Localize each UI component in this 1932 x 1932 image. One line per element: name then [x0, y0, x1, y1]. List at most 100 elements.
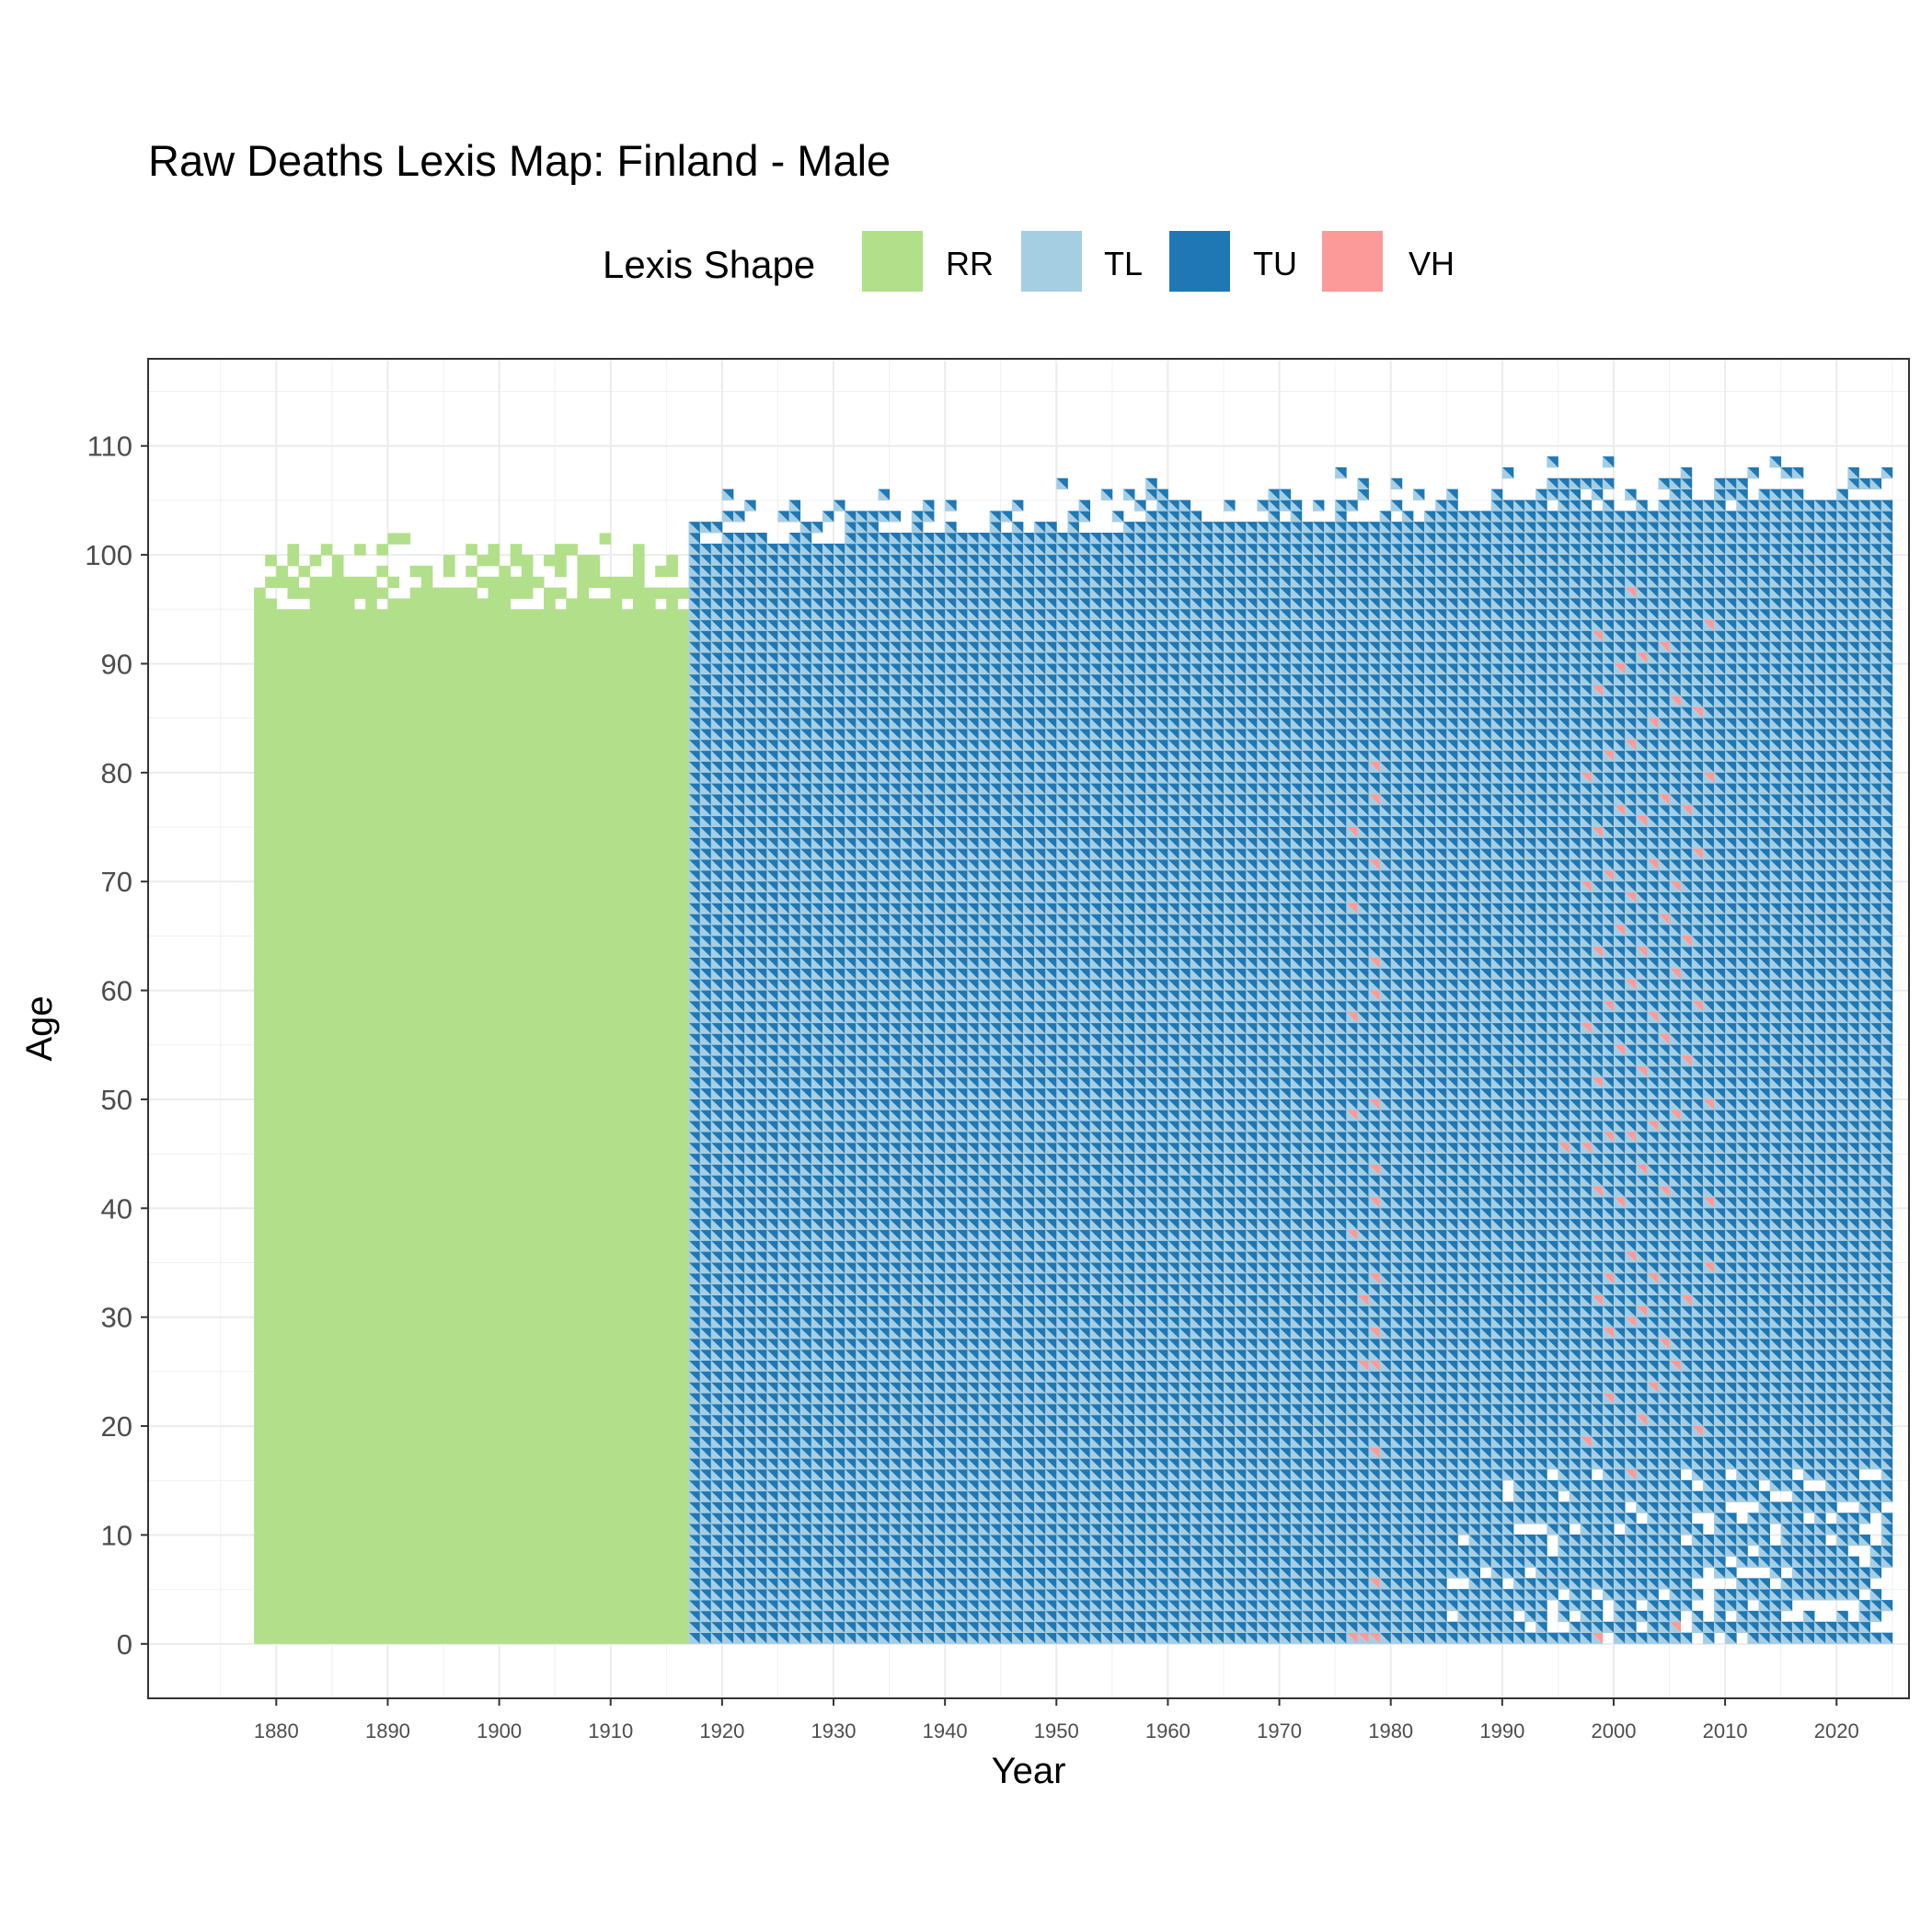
tl-cell	[710, 1567, 723, 1579]
tl-cell	[710, 880, 723, 893]
tl-cell	[710, 1164, 723, 1176]
tl-cell	[688, 673, 701, 686]
tu-cell	[721, 1022, 734, 1034]
tl-cell	[710, 1501, 723, 1513]
tl-cell	[721, 957, 734, 969]
rr-cell	[342, 587, 355, 599]
tl-cell	[721, 1240, 734, 1252]
tl-cell	[710, 903, 723, 914]
tu-cell	[710, 1501, 723, 1513]
tu-cell	[699, 935, 712, 948]
tl-cell	[699, 1469, 712, 1481]
tl-cell	[721, 1283, 734, 1296]
rr-cell	[555, 555, 567, 567]
tl-cell	[710, 1632, 723, 1644]
tu-cell	[710, 1033, 723, 1045]
tl-cell	[721, 946, 734, 959]
tl-cell	[721, 1262, 734, 1274]
tu-cell	[699, 783, 712, 795]
tl-cell	[721, 990, 734, 1002]
tl-cell	[710, 543, 723, 556]
rr-cell	[420, 598, 433, 610]
tu-cell	[721, 1044, 734, 1056]
tu-cell	[688, 1001, 701, 1013]
tu-cell	[721, 1338, 734, 1351]
tu-cell	[710, 1436, 723, 1448]
tu-cell	[710, 1610, 723, 1623]
rr-cell	[265, 555, 277, 567]
tu-cell	[721, 925, 734, 937]
tu-cell	[710, 804, 723, 817]
tl-cell	[699, 903, 712, 914]
tl-cell	[721, 1600, 734, 1612]
tl-cell	[699, 935, 712, 948]
rr-cell	[354, 587, 366, 599]
tu-cell	[710, 1132, 723, 1144]
tl-cell	[699, 1076, 712, 1089]
tl-cell	[699, 1382, 712, 1394]
tu-cell	[699, 1055, 712, 1067]
tl-cell	[710, 1545, 723, 1558]
tu-cell	[710, 1283, 723, 1296]
tu-cell	[721, 1153, 734, 1165]
rr-cell	[610, 587, 623, 599]
tl-cell	[699, 598, 712, 610]
tl-cell	[710, 630, 723, 642]
tu-cell	[721, 1164, 734, 1176]
tl-cell	[710, 608, 723, 621]
tu-cell	[710, 794, 723, 806]
tl-cell	[710, 1382, 723, 1394]
tl-cell	[710, 848, 723, 860]
tu-cell	[721, 1360, 734, 1372]
tl-cell	[699, 1066, 712, 1078]
tl-cell	[688, 1589, 701, 1601]
legend-label-tl: TL	[1104, 245, 1143, 282]
tu-cell	[721, 1512, 734, 1524]
tl-cell	[699, 1121, 712, 1133]
tl-cell	[699, 1610, 712, 1623]
rr-cell	[521, 576, 534, 589]
tl-cell	[688, 1207, 701, 1220]
rr-cell	[287, 587, 300, 599]
tl-cell	[688, 1512, 701, 1524]
tl-cell	[721, 914, 734, 926]
tl-cell	[688, 532, 701, 545]
tl-cell	[699, 957, 712, 969]
tu-cell	[688, 1175, 701, 1187]
tu-cell	[699, 1328, 712, 1340]
rr-cell	[254, 598, 266, 610]
tl-cell	[721, 1001, 734, 1013]
rr-cell	[588, 598, 601, 610]
tl-cell	[721, 968, 734, 980]
tu-cell	[710, 1414, 723, 1427]
tu-cell	[699, 1600, 712, 1612]
lexis-cells	[254, 456, 1893, 1644]
tu-cell	[710, 1121, 723, 1133]
tu-cell	[688, 1479, 701, 1492]
tl-cell	[710, 935, 723, 948]
tl-cell	[710, 1197, 723, 1209]
tu-cell	[721, 1589, 734, 1601]
tl-cell	[699, 1001, 712, 1013]
rr-cell	[342, 598, 355, 610]
tl-cell	[688, 576, 701, 588]
tl-cell	[688, 1294, 701, 1306]
tl-cell	[688, 1121, 701, 1133]
tl-cell	[721, 1458, 734, 1470]
rr-cell	[499, 587, 512, 599]
tu-cell	[710, 1469, 723, 1481]
tl-cell	[699, 576, 712, 588]
tu-cell	[699, 1011, 712, 1024]
tl-cell	[710, 1600, 723, 1612]
rr-cell	[276, 565, 288, 578]
tl-cell	[699, 783, 712, 795]
tl-cell	[688, 761, 701, 773]
tu-cell	[721, 598, 734, 610]
rr-cell	[599, 598, 612, 610]
tl-cell	[699, 729, 712, 741]
tl-cell	[721, 1393, 734, 1405]
tl-cell	[688, 1262, 701, 1274]
rr-cell	[320, 587, 333, 599]
tl-cell	[710, 663, 723, 675]
rr-cell	[677, 587, 690, 599]
